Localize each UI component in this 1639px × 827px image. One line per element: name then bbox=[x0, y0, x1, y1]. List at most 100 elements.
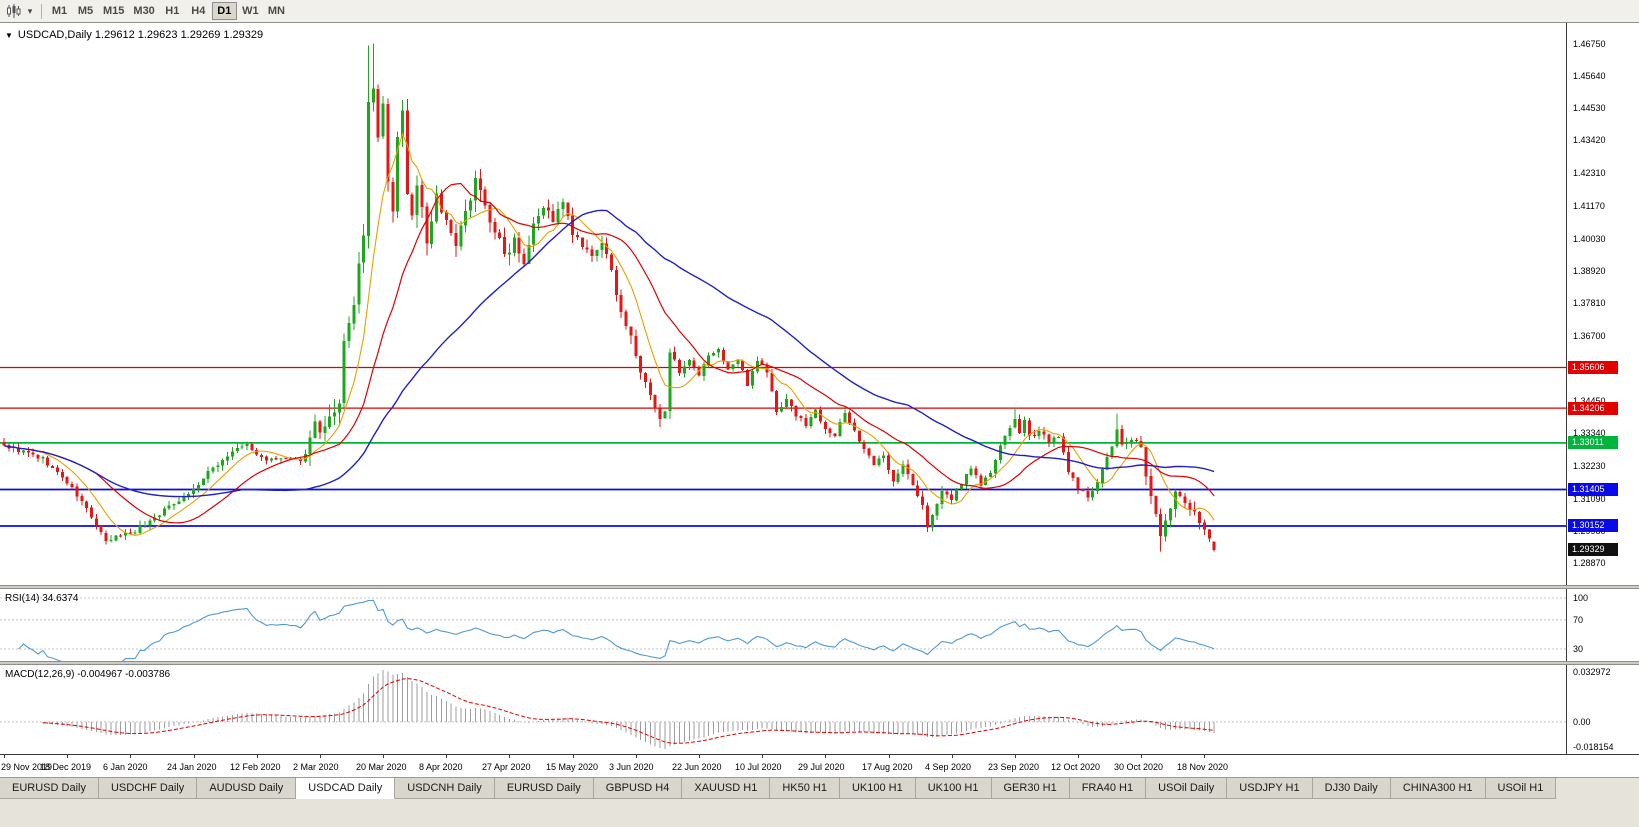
date-label: 29 Nov 2019 bbox=[1, 762, 53, 772]
rsi-label: RSI(14) 34.6374 bbox=[5, 593, 79, 604]
chart-tab-gbpusd-h4[interactable]: GBPUSD H4 bbox=[593, 778, 683, 799]
rsi-tick-label: 30 bbox=[1573, 644, 1584, 655]
date-tick bbox=[4, 755, 5, 758]
date-label: 20 Mar 2020 bbox=[356, 762, 407, 772]
chart-tab-usdcnh-daily[interactable]: USDCNH Daily bbox=[395, 778, 495, 799]
date-tick bbox=[699, 755, 700, 758]
chart-menu-icon[interactable]: ▼ bbox=[5, 30, 13, 40]
chart-ohlc-readout: USDCAD,Daily 1.29612 1.29623 1.29269 1.2… bbox=[17, 29, 264, 41]
date-tick bbox=[1141, 755, 1142, 758]
chart-type-dropdown-icon[interactable]: ▾ bbox=[27, 5, 33, 16]
timeframe-button-m30[interactable]: M30 bbox=[129, 2, 158, 20]
date-tick bbox=[889, 755, 890, 758]
chart-tab-dj30-daily[interactable]: DJ30 Daily bbox=[1312, 778, 1391, 799]
date-label: 10 Jul 2020 bbox=[735, 762, 782, 772]
price-chart[interactable] bbox=[0, 23, 1566, 585]
macd-label: MACD(12,26,9) -0.004967 -0.003786 bbox=[5, 669, 171, 680]
chart-tab-usdjpy-h1[interactable]: USDJPY H1 bbox=[1227, 778, 1313, 799]
support-price-tag: 1.31405 bbox=[1568, 483, 1618, 497]
price-tick-label: 1.28870 bbox=[1573, 558, 1606, 569]
date-label: 23 Sep 2020 bbox=[988, 762, 1040, 772]
ma-fast-line bbox=[3, 132, 1215, 536]
date-tick bbox=[1015, 755, 1016, 758]
chart-tab-fra40-h1[interactable]: FRA40 H1 bbox=[1069, 778, 1147, 799]
date-tick bbox=[130, 755, 131, 758]
date-tick bbox=[762, 755, 763, 758]
chart-tab-bar: EURUSD Daily USDCHF Daily AUDUSD Daily USDC… bbox=[0, 777, 1639, 827]
timeframe-button-m1[interactable]: M1 bbox=[47, 2, 72, 20]
chart-tab-uk100-h1[interactable]: UK100 H1 bbox=[839, 778, 916, 799]
chart-tab-usdchf-daily[interactable]: USDCHF Daily bbox=[98, 778, 198, 799]
chart-tab-usoil-daily[interactable]: USOil Daily bbox=[1146, 778, 1228, 799]
date-tick bbox=[636, 755, 637, 758]
date-label: 18 Dec 2019 bbox=[40, 762, 92, 772]
date-tick bbox=[825, 755, 826, 758]
date-label: 15 May 2020 bbox=[546, 762, 599, 772]
candles-down-bodies bbox=[2, 89, 1216, 550]
price-tick-label: 1.46750 bbox=[1573, 38, 1606, 49]
price-tick-label: 1.44530 bbox=[1573, 103, 1606, 114]
price-axis: 1.46750 1.45640 1.44530 1.43420 1.42310 1.411… bbox=[1566, 23, 1639, 585]
current-price-tag: 1.29329 bbox=[1568, 543, 1618, 557]
date-label: 18 Nov 2020 bbox=[1177, 762, 1229, 772]
price-tick-label: 1.41170 bbox=[1573, 200, 1605, 211]
date-label: 4 Sep 2020 bbox=[925, 762, 972, 772]
toolbar-separator bbox=[41, 3, 42, 19]
date-tick bbox=[509, 755, 510, 758]
timeframe-buttons: M1 M5 M15 M30 H1 H4 D1 W1 MN bbox=[47, 2, 289, 20]
pane-splitter[interactable] bbox=[0, 585, 1639, 589]
date-label: 8 Apr 2020 bbox=[419, 762, 463, 772]
rsi-pane: RSI(14) 34.6374 100 70 30 bbox=[0, 589, 1639, 661]
timeframe-button-h4[interactable]: H4 bbox=[186, 2, 211, 20]
date-axis: 29 Nov 2019 18 Dec 2019 6 Jan 2020 24 Jan 2… bbox=[0, 754, 1639, 777]
candles-up-wicks bbox=[13, 43, 1176, 543]
chart-tab-usoil-h1[interactable]: USOil H1 bbox=[1485, 778, 1557, 799]
date-tick bbox=[446, 755, 447, 758]
date-label: 24 Jan 2020 bbox=[167, 762, 217, 772]
macd-tick-label: -0.018154 bbox=[1573, 742, 1614, 752]
chart-tab-eurusd-daily[interactable]: EURUSD Daily bbox=[494, 778, 594, 799]
price-tick-label: 1.34450 bbox=[1573, 396, 1606, 406]
price-tick-label: 1.42310 bbox=[1573, 167, 1606, 178]
rsi-axis: 100 70 30 bbox=[1566, 589, 1639, 661]
timeframe-button-h1[interactable]: H1 bbox=[160, 2, 185, 20]
chart-tab-eurusd-daily[interactable]: EURUSD Daily bbox=[0, 778, 99, 799]
pane-splitter[interactable] bbox=[0, 661, 1639, 665]
price-tick-label: 1.37810 bbox=[1573, 298, 1606, 309]
rsi-chart bbox=[0, 597, 1566, 661]
price-tick-label: 1.40030 bbox=[1573, 233, 1606, 244]
price-tick-label: 1.36700 bbox=[1573, 330, 1606, 341]
chart-tab-uk100-h1[interactable]: UK100 H1 bbox=[915, 778, 992, 799]
chart-type-icon[interactable] bbox=[3, 2, 23, 20]
date-label: 17 Aug 2020 bbox=[862, 762, 913, 772]
date-label: 30 Oct 2020 bbox=[1114, 762, 1164, 772]
chart-tab-usdcad-daily[interactable]: USDCAD Daily bbox=[296, 778, 396, 799]
price-tick-label: 1.31090 bbox=[1573, 493, 1606, 504]
chart-tab-xauusd-h1[interactable]: XAUUSD H1 bbox=[682, 778, 771, 799]
timeframe-button-mn[interactable]: MN bbox=[264, 2, 289, 20]
macd-tick-label: 0.032972 bbox=[1573, 667, 1611, 677]
chart-tab-china300-h1[interactable]: CHINA300 H1 bbox=[1390, 778, 1486, 799]
date-label: 2 Mar 2020 bbox=[293, 762, 339, 772]
timeframe-button-d1[interactable]: D1 bbox=[211, 2, 237, 20]
chart-tab-hk50-h1[interactable]: HK50 H1 bbox=[770, 778, 840, 799]
resistance-price-tag: 1.35606 bbox=[1568, 360, 1618, 374]
date-label: 3 Jun 2020 bbox=[609, 762, 654, 772]
price-tick-label: 1.43420 bbox=[1573, 135, 1606, 146]
macd-histogram bbox=[42, 670, 1215, 749]
chart-tab-ger30-h1[interactable]: GER30 H1 bbox=[991, 778, 1070, 799]
timeframe-button-w1[interactable]: W1 bbox=[238, 2, 263, 20]
date-label: 29 Jul 2020 bbox=[798, 762, 845, 772]
chart-tab-audusd-daily[interactable]: AUDUSD Daily bbox=[197, 778, 297, 799]
timeframe-button-m5[interactable]: M5 bbox=[73, 2, 98, 20]
date-label: 12 Oct 2020 bbox=[1051, 762, 1101, 772]
timeframe-toolbar: ▾ M1 M5 M15 M30 H1 H4 D1 W1 MN bbox=[0, 0, 1639, 23]
rsi-tick-label: 100 bbox=[1573, 593, 1589, 603]
rsi-tick-label: 70 bbox=[1573, 614, 1584, 625]
date-tick bbox=[1078, 755, 1079, 758]
date-label: 27 Apr 2020 bbox=[482, 762, 531, 772]
macd-signal-line bbox=[42, 678, 1215, 744]
timeframe-button-m15[interactable]: M15 bbox=[99, 2, 128, 20]
macd-pane: MACD(12,26,9) -0.004967 -0.003786 0.0329… bbox=[0, 665, 1639, 754]
